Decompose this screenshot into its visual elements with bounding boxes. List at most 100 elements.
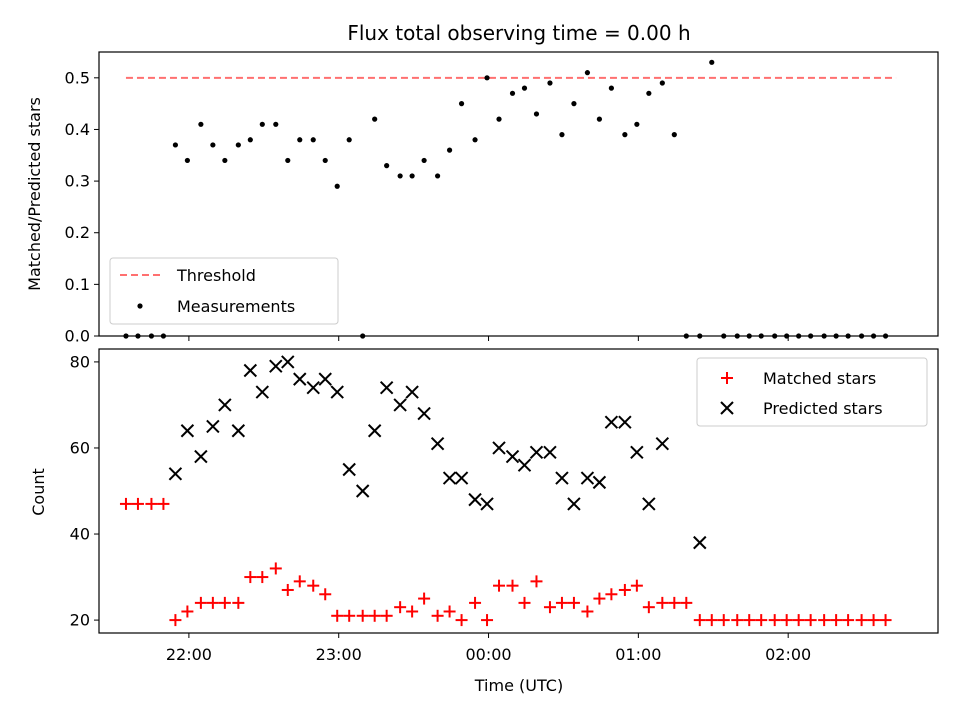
measurement-point <box>671 132 677 138</box>
predicted-star-point <box>567 497 581 511</box>
matched-star-point <box>319 588 332 601</box>
matched-star-point <box>281 583 294 596</box>
predicted-star-point <box>492 441 506 455</box>
chart-title: Flux total observing time = 0.00 h <box>347 21 690 45</box>
predicted-star-point <box>231 424 246 438</box>
measurement-point <box>634 121 640 127</box>
legend-predicted-label: Predicted stars <box>763 399 883 418</box>
predicted-star-point <box>580 471 595 485</box>
top-axes-frame <box>98 51 939 337</box>
matched-star-point <box>431 609 444 622</box>
predicted-star-point <box>505 449 520 464</box>
predicted-star-point <box>218 398 232 412</box>
measurement-point <box>596 116 603 122</box>
matched-star-point <box>218 596 231 609</box>
matched-star-point <box>743 614 756 627</box>
legend-matched-label: Matched stars <box>763 369 876 388</box>
top-y-tick-label: 0.2 <box>65 223 90 242</box>
matched-star-point <box>145 497 158 510</box>
x-tick-label: 00:00 <box>465 645 511 664</box>
matched-star-point <box>380 609 393 622</box>
measurement-point <box>397 173 403 179</box>
bottom-y-tick-label: 20 <box>70 611 90 630</box>
matched-star-point <box>256 571 269 584</box>
x-axis-label: Time (UTC) <box>474 676 563 695</box>
predicted-star-point <box>618 415 632 429</box>
predicted-star-point <box>269 359 283 373</box>
matched-star-point <box>506 579 519 592</box>
matched-star-point <box>455 614 468 627</box>
matched-star-point <box>131 497 144 510</box>
measurement-point <box>222 157 228 164</box>
predicted-star-point <box>480 497 494 511</box>
predicted-star-point <box>454 471 469 485</box>
matched-star-point <box>581 605 594 618</box>
matched-star-point <box>443 605 456 618</box>
matched-star-point <box>518 596 531 609</box>
matched-star-point <box>269 562 282 575</box>
matched-star-point <box>630 579 643 592</box>
matched-star-point <box>555 596 568 609</box>
matched-star-point <box>855 614 868 627</box>
predicted-star-point <box>281 355 295 369</box>
matched-star-point <box>493 579 506 592</box>
legend-threshold-label: Threshold <box>176 266 256 285</box>
measurement-point <box>484 75 490 81</box>
matched-star-point <box>307 579 320 592</box>
matched-star-point <box>618 583 631 596</box>
matched-star-point <box>755 614 768 627</box>
measurement-point <box>310 137 316 143</box>
measurement-point <box>571 101 577 107</box>
matched-star-point <box>232 596 245 609</box>
matched-star-point <box>469 596 482 609</box>
matched-star-point <box>543 601 556 614</box>
matched-star-point <box>605 588 618 601</box>
predicted-star-point <box>194 449 208 464</box>
predicted-star-point <box>206 419 220 434</box>
measurement-point <box>446 147 453 153</box>
bottom-legend: Matched stars Predicted stars <box>696 357 928 427</box>
matched-star-point <box>731 614 744 627</box>
predicted-star-point <box>393 398 407 412</box>
matched-star-point <box>668 596 681 609</box>
predicted-star-point <box>592 475 607 490</box>
matched-star-point <box>418 592 431 605</box>
predicted-star-point <box>355 484 370 498</box>
top-y-tick-label: 0.0 <box>65 327 90 346</box>
measurement-point <box>247 137 253 143</box>
matched-star-point <box>656 596 669 609</box>
matched-star-point <box>818 614 831 627</box>
top-legend: Threshold Measurements <box>109 257 339 325</box>
measurement-point <box>198 121 204 127</box>
measurement-point <box>496 116 502 122</box>
predicted-star-point <box>630 445 644 459</box>
matched-star-point <box>244 571 257 584</box>
legend-predicted-swatch <box>720 401 734 415</box>
measurement-point <box>646 90 652 96</box>
matched-star-point <box>830 614 843 627</box>
measurement-point <box>533 111 540 117</box>
top-panel: 0.0 0.1 0.2 0.3 0.4 0.5 Matched/Predicted sta… <box>25 51 939 346</box>
matched-star-point <box>293 575 306 588</box>
measurement-point <box>346 137 352 143</box>
bottom-y-tick-label: 40 <box>70 525 90 544</box>
predicted-star-point <box>693 535 707 550</box>
matched-star-point <box>481 614 494 627</box>
bottom-plot-area <box>119 355 892 627</box>
top-y-tick-label: 0.4 <box>65 120 90 139</box>
predicted-star-point <box>405 385 419 399</box>
matched-star-point <box>693 614 706 627</box>
bottom-axes-frame <box>98 348 939 634</box>
matched-star-point <box>879 614 892 627</box>
predicted-star-point <box>168 467 183 481</box>
top-y-axis: 0.0 0.1 0.2 0.3 0.4 0.5 <box>65 68 789 346</box>
predicted-star-point <box>529 445 544 459</box>
predicted-star-point <box>367 424 382 438</box>
matched-star-point <box>194 596 207 609</box>
top-legend-box <box>109 257 339 325</box>
bottom-legend-box <box>696 357 928 427</box>
bottom-y-tick-label: 80 <box>70 352 90 371</box>
x-tick-label: 22:00 <box>166 645 212 664</box>
measurement-point <box>409 173 415 179</box>
matched-star-point <box>356 609 369 622</box>
